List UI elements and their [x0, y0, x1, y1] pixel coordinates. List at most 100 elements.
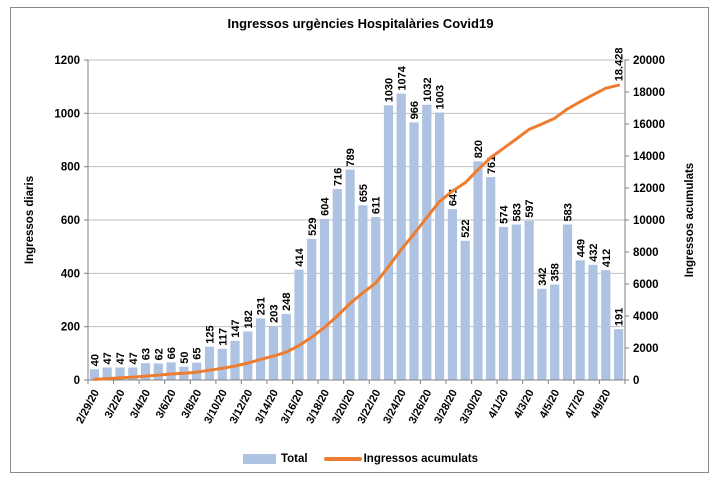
- bar-series: [89, 93, 624, 381]
- bar-label: 358: [550, 263, 562, 281]
- bar-label: 66: [166, 347, 178, 359]
- y-right-tick-label: 6000: [633, 279, 659, 291]
- bar: [614, 329, 624, 380]
- bar: [230, 340, 240, 380]
- line-end-label: 18.428: [614, 48, 626, 82]
- x-tick-label: 3/20/20: [330, 388, 358, 426]
- y-left-tick-label: 400: [61, 268, 80, 280]
- bar: [588, 264, 598, 380]
- bar: [128, 367, 138, 380]
- bar-label: 1032: [422, 77, 434, 101]
- bar: [486, 177, 496, 380]
- bar-label: 574: [499, 205, 511, 224]
- bar: [281, 313, 291, 380]
- bar: [383, 105, 394, 381]
- x-tick-label: 3/22/20: [356, 388, 384, 426]
- bar-label: 432: [588, 243, 600, 261]
- x-tick-label: 3/14/20: [253, 388, 281, 426]
- bar: [511, 224, 521, 380]
- bar: [166, 362, 176, 380]
- x-tick-label: 3/28/20: [432, 388, 460, 426]
- bar: [115, 367, 125, 380]
- x-tick-label: 4/1/20: [486, 388, 511, 421]
- x-tick-label: 3/30/20: [458, 388, 486, 426]
- legend-line-swatch: [323, 457, 362, 461]
- bar-label: 449: [575, 239, 587, 257]
- y-right-tick-label: 4000: [633, 311, 659, 323]
- bar-label: 529: [307, 218, 319, 236]
- bar-label: 583: [511, 203, 523, 221]
- bar: [562, 224, 573, 380]
- y-right-tick-label: 8000: [633, 247, 659, 259]
- bar: [217, 348, 227, 380]
- bar-label: 47: [115, 352, 127, 364]
- x-tick-label: 4/3/20: [512, 388, 537, 421]
- x-tick-label: 4/9/20: [588, 388, 613, 421]
- legend: Total Ingressos acumulats: [0, 450, 721, 468]
- bar: [460, 240, 470, 380]
- bar-label: 820: [473, 140, 485, 158]
- x-tick-label: 3/24/20: [381, 388, 409, 426]
- bar: [102, 367, 112, 380]
- bar-label: 611: [371, 196, 383, 214]
- y-right-tick-label: 20000: [633, 55, 665, 67]
- bar-label: 47: [102, 352, 114, 364]
- bar: [498, 226, 509, 380]
- bar: [371, 217, 381, 380]
- bar-label: 522: [460, 219, 472, 237]
- y-left-tick-label: 200: [61, 322, 80, 334]
- bar-label: 583: [563, 203, 575, 221]
- bar: [243, 331, 253, 380]
- bar-label: 203: [268, 305, 280, 323]
- bar-label: 597: [524, 199, 536, 217]
- bar: [524, 220, 534, 380]
- bar-label: 412: [601, 249, 613, 267]
- legend-bar-swatch: [242, 454, 276, 464]
- y-left-tick-label: 800: [61, 162, 80, 174]
- bar: [409, 122, 419, 381]
- bar: [140, 363, 151, 380]
- bar-label: 62: [153, 348, 165, 360]
- bar-label: 182: [243, 310, 255, 328]
- legend-bar-label: Total: [280, 453, 308, 465]
- y-right-tick-label: 14000: [633, 151, 665, 163]
- bar: [550, 284, 560, 380]
- y-right-tick-label: 0: [633, 375, 639, 387]
- left-axis-tick-labels: 0 200 400 600 800 1000 1200: [54, 55, 80, 387]
- bar: [345, 169, 355, 380]
- right-axis-tick-labels: 0 2000 4000 6000 8000 10000 12000 14000 16000 180…: [633, 55, 665, 387]
- y-right-tick-label: 2000: [633, 343, 659, 355]
- y-left-tick-label: 1000: [54, 108, 80, 120]
- bar-label: 716: [332, 168, 344, 186]
- bar-label: 231: [256, 297, 268, 315]
- bar: [435, 112, 445, 380]
- bar-label: 147: [230, 319, 242, 337]
- bar-label: 47: [128, 352, 140, 364]
- bar: [422, 104, 432, 381]
- y-right-tick-label: 12000: [633, 183, 665, 195]
- bar-label: 65: [192, 347, 204, 359]
- x-tick-label: 3/16/20: [279, 388, 307, 426]
- bar: [153, 363, 163, 380]
- x-tick-label: 3/8/20: [179, 388, 204, 421]
- x-tick-label: 3/6/20: [154, 388, 179, 421]
- bar-label: 414: [294, 247, 306, 266]
- y-left-tick-label: 1200: [54, 55, 80, 67]
- bar-label: 655: [358, 184, 370, 202]
- chart-title: Ingressos urgències Hospitalàries Covid1…: [227, 16, 494, 31]
- legend-line-label: Ingressos acumulats: [363, 453, 479, 465]
- bar: [396, 93, 406, 380]
- y-right-tick-label: 18000: [633, 87, 665, 99]
- bar-label: 248: [281, 293, 293, 311]
- bar-label: 1074: [396, 65, 408, 90]
- bar: [601, 270, 611, 380]
- bar: [89, 369, 99, 380]
- bar-label: 117: [217, 328, 229, 346]
- y-left-tick-label: 600: [61, 215, 80, 227]
- x-tick-label: 3/10/20: [202, 388, 230, 426]
- bar-label: 1030: [384, 78, 396, 102]
- y-left-tick-label: 0: [74, 375, 80, 387]
